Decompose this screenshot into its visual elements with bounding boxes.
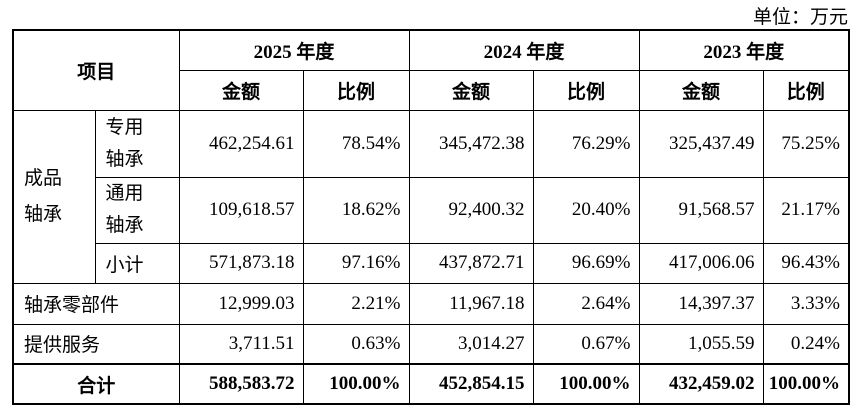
- header-year-2024: 2024 年度: [408, 29, 640, 71]
- cell-amount: 325,437.49: [638, 109, 764, 178]
- row-label: 小计: [94, 242, 180, 284]
- table-row: 小计 571,873.18 97.16% 437,872.71 96.69% 4…: [13, 242, 850, 284]
- cell-ratio: 96.69%: [532, 242, 640, 284]
- header-year-2023: 2023 年度: [638, 29, 850, 71]
- header-year-2025: 2025 年度: [178, 29, 410, 71]
- cell-amount: 3,711.51: [178, 323, 304, 365]
- cell-ratio: 100.00%: [532, 363, 640, 405]
- row-label: 提供服务: [12, 323, 180, 365]
- cell-amount: 462,254.61: [178, 109, 304, 178]
- cell-ratio: 97.16%: [302, 242, 410, 284]
- cell-ratio: 0.24%: [762, 323, 850, 365]
- cell-amount: 345,472.38: [408, 109, 534, 178]
- cell-ratio: 96.43%: [762, 242, 850, 284]
- row-label: 专用 轴承: [94, 109, 180, 178]
- cell-ratio: 75.25%: [762, 109, 850, 178]
- cell-amount: 432,459.02: [638, 363, 764, 405]
- cell-ratio: 20.40%: [532, 176, 640, 244]
- header-amount: 金额: [178, 69, 304, 111]
- cell-ratio: 2.21%: [302, 282, 410, 325]
- cell-ratio: 0.67%: [532, 323, 640, 365]
- row-label: 通用 轴承: [94, 176, 180, 244]
- header-ratio: 比例: [302, 69, 410, 111]
- cell-ratio: 100.00%: [302, 363, 410, 405]
- row-label-total: 合计: [12, 363, 180, 405]
- cell-amount: 588,583.72: [178, 363, 304, 405]
- cell-amount: 92,400.32: [408, 176, 534, 244]
- table-row: 成品 轴承 专用 轴承 462,254.61 78.54% 345,472.38…: [12, 109, 850, 284]
- cell-ratio: 100.00%: [762, 363, 850, 405]
- cell-amount: 1,055.59: [638, 323, 764, 365]
- cell-amount: 452,854.15: [408, 363, 534, 405]
- header-ratio: 比例: [532, 69, 640, 111]
- row-label: 轴承零部件: [12, 282, 180, 325]
- cell-ratio: 21.17%: [762, 176, 850, 244]
- cell-amount: 437,872.71: [408, 242, 534, 284]
- table-row-total: 合计 588,583.72 100.00% 452,854.15 100.00%…: [12, 363, 850, 405]
- cell-amount: 12,999.03: [178, 282, 304, 325]
- cell-ratio: 18.62%: [302, 176, 410, 244]
- unit-label: 单位：万元: [752, 7, 848, 28]
- revenue-table: 项目 2025 年度 2024 年度 2023 年度 金额 比例 金额 比例 金…: [12, 29, 850, 405]
- header-ratio: 比例: [762, 69, 850, 111]
- table-row: 轴承零部件 12,999.03 2.21% 11,967.18 2.64% 14…: [12, 282, 850, 325]
- cell-ratio: 3.33%: [762, 282, 850, 325]
- cell-amount: 14,397.37: [638, 282, 764, 325]
- header-amount: 金额: [638, 69, 764, 111]
- cell-ratio: 2.64%: [532, 282, 640, 325]
- cell-ratio: 78.54%: [302, 109, 410, 178]
- cell-amount: 109,618.57: [178, 176, 304, 244]
- cell-ratio: 0.63%: [302, 323, 410, 365]
- category-finished-bearing: 成品 轴承: [12, 109, 96, 284]
- table-row: 提供服务 3,711.51 0.63% 3,014.27 0.67% 1,055…: [12, 323, 850, 365]
- header-amount: 金额: [408, 69, 534, 111]
- table-row: 通用 轴承 109,618.57 18.62% 92,400.32 20.40%…: [13, 176, 850, 244]
- cell-amount: 11,967.18: [408, 282, 534, 325]
- header-item: 项目: [12, 29, 180, 111]
- cell-ratio: 76.29%: [532, 109, 640, 178]
- cell-amount: 91,568.57: [638, 176, 764, 244]
- cell-amount: 417,006.06: [638, 242, 764, 284]
- cell-amount: 3,014.27: [408, 323, 534, 365]
- cell-amount: 571,873.18: [178, 242, 304, 284]
